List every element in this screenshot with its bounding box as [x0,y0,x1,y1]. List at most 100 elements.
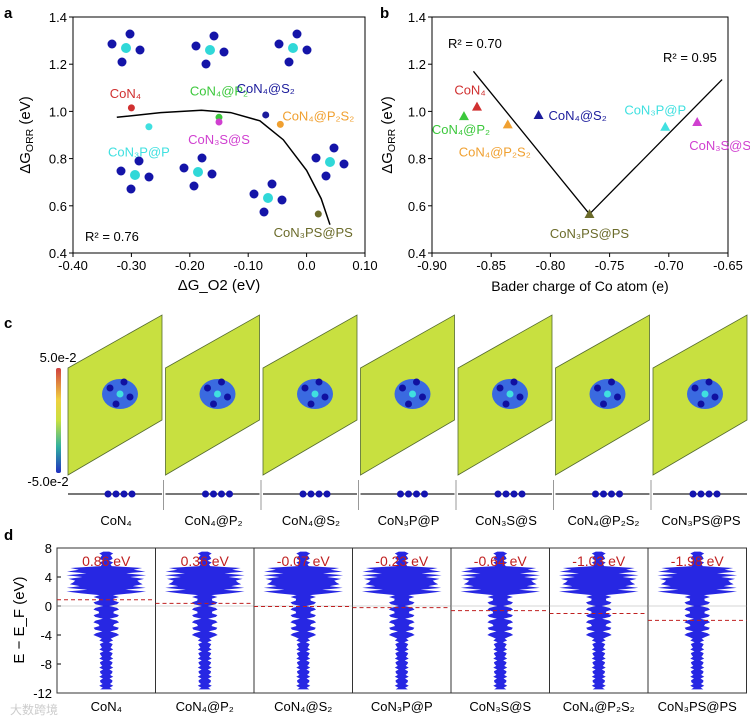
d-band-center-value: -1.98 eV [671,553,725,569]
dos-panel: -0.23 eV CoN₃P@P [352,547,452,714]
cobalt-atom [214,390,221,398]
point-label: CoN₃S@S [689,138,750,153]
charge-density-map: CoN₄ [67,314,163,528]
x-tick-label: 0.10 [352,258,377,273]
panel-d-y-axis-label: E − E_F (eV) [11,576,28,663]
charge-density-map: CoN₄@P₂ [163,314,260,528]
nitrogen-atom [292,29,302,39]
nitrogen-atom [201,59,211,69]
nitrogen-atom [144,172,154,182]
dos-curve [66,551,147,690]
y-tick-label: 0 [45,599,52,614]
side-atom [616,490,623,498]
point-label: CoN₄@S₂ [549,108,607,123]
y-tick-label: 4 [45,570,52,585]
side-atom [323,490,331,498]
side-atom [210,490,217,498]
y-tick-label: 0.4 [408,246,426,261]
charge-density-map: CoN₃S@S [455,314,553,528]
colorbar-max: 5.0e-2 [40,350,77,365]
point-label: CoN₄@S₂ [237,81,295,96]
nitrogen-atom [116,166,126,176]
cobalt-atom [193,167,203,177]
side-atom [112,490,120,498]
nitrogen-atom [711,393,719,401]
nitrogen-atom [209,31,219,41]
point-label: CoN₃P@P [624,103,686,118]
side-atom [413,490,420,498]
nitrogen-atom [189,181,199,191]
charge-density-map: CoN₄@S₂ [260,314,358,528]
side-atom [705,490,713,498]
side-atom [202,490,209,498]
nitrogen-atom [224,393,231,401]
point-label: CoN₄@P₂S₂ [459,144,531,159]
nitrogen-atom [510,378,518,386]
data-point [262,111,270,119]
nitrogen-atom [691,384,699,392]
dos-curve [263,551,344,690]
structure-label: CoN₃P@P [378,513,440,528]
y-tick-label: 0.4 [49,246,67,261]
structure-label: CoN₄@S₂ [282,513,340,528]
fit-curve [116,109,331,225]
x-category-label: CoN₄ [91,699,122,714]
x-tick-label: -0.90 [417,258,447,273]
nitrogen-atom [315,378,323,386]
panel-letter-a: a [4,5,13,22]
structure-label: CoN₄@P₂S₂ [568,513,640,528]
side-atom [315,490,323,498]
r-squared-label: R² = 0.76 [85,229,139,244]
nitrogen-atom [267,179,277,189]
point-label: CoN₃PS@PS [274,225,354,240]
panel-a-axes: -0.40 -0.30 -0.20 -0.10 0.0 0.10 0.4 0.6 0.8 1.0 1… [49,10,378,273]
nitrogen-atom [107,39,117,49]
nitrogen-atom [413,378,420,386]
colorbar [56,368,61,473]
panel-letter-b: b [380,5,389,22]
y-tick-label: 1.2 [49,57,67,72]
nitrogen-atom [277,195,287,205]
data-point [660,121,671,131]
structure-icon [249,179,287,217]
nitrogen-atom [259,207,269,217]
side-atom [689,490,697,498]
watermark: 大数跨境 [10,702,58,717]
side-atom [600,490,607,498]
y-tick-label: 0.6 [408,199,426,214]
dos-panel: -0.07 eV CoN₄@S₂ [253,547,353,714]
nitrogen-atom [204,384,211,392]
nitrogen-atom [608,378,615,386]
x-tick-label: -0.10 [233,258,263,273]
y-tick-label: -8 [40,657,52,672]
dos-panel: -1.03 eV CoN₄@P₂S₂ [549,547,649,714]
structure-icon [274,29,312,67]
point-label: CoN₄ [110,86,141,101]
data-point [458,111,469,121]
side-atom [713,490,721,498]
data-point [471,101,482,111]
r-squared-left: R² = 0.70 [448,36,502,51]
side-atom [120,490,128,498]
y-tick-label: 1.4 [49,10,67,25]
side-atom [421,490,428,498]
x-tick-label: -0.70 [654,258,684,273]
x-category-label: CoN₃PS@PS [658,699,738,714]
nitrogen-atom [399,384,406,392]
point-label: CoN₃PS@PS [550,226,630,241]
nitrogen-atom [134,156,144,166]
nitrogen-atom [302,45,312,55]
panel-b-axes: -0.90 -0.85 -0.80 -0.75 -0.70 -0.65 0.4 0.6 0.8 1… [408,10,750,294]
x-tick-label: -0.30 [117,258,147,273]
x-category-label: CoN₄@S₂ [274,699,332,714]
structure-label: CoN₃PS@PS [661,513,741,528]
nitrogen-atom [218,378,225,386]
charge-density-map: CoN₄@P₂S₂ [553,314,650,528]
d-band-center-value: -1.03 eV [572,553,626,569]
nitrogen-atom [594,384,601,392]
x-tick-label: -0.75 [595,258,625,273]
data-point [584,209,595,219]
panel-b-frame [431,16,729,254]
fit-line [589,79,723,215]
cobalt-atom [121,43,131,53]
